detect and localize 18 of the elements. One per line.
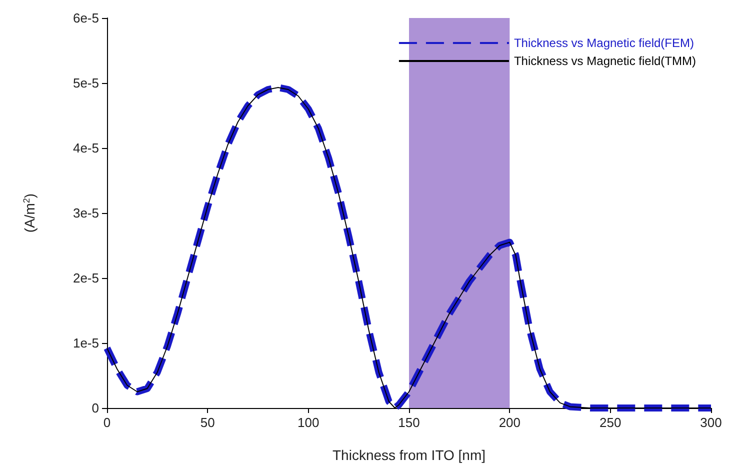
y-tick-label: 6e-5 [72,10,99,26]
y-tick-label: 2e-5 [72,270,99,286]
y-axis-title: (A/m2) [22,193,38,233]
y-tick-label: 1e-5 [72,336,99,350]
x-tick-label: 300 [700,415,722,430]
y-tick-label: 4e-5 [72,140,99,156]
x-tick-label: 0 [103,415,111,430]
y-tick-label: 3e-5 [72,206,99,220]
x-tick-label: 100 [297,415,320,430]
x-tick-label: 150 [398,415,420,430]
x-tick-label: 250 [599,415,622,430]
y-tick-label: 5e-5 [72,76,99,90]
text: Thickness vs Magnetic field(TMM) [514,54,696,68]
x-axis-title: Thickness from ITO [nm] [332,447,486,463]
x-tick-label: 50 [200,415,215,430]
text: Thickness vs Magnetic field(FEM) [514,36,694,50]
x-tick-label: 200 [498,415,521,430]
y-tick-label: 0 [92,400,99,416]
